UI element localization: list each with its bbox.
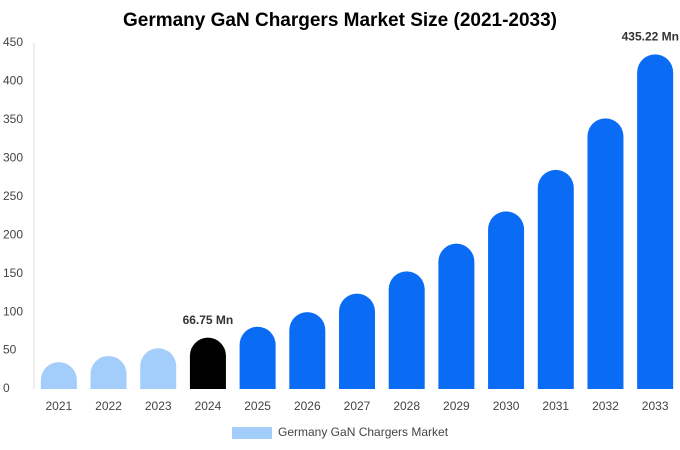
x-tick-label: 2028	[393, 399, 420, 413]
bar	[339, 293, 375, 389]
x-tick-label: 2027	[344, 399, 371, 413]
y-tick-label: 100	[3, 304, 23, 318]
data-label: 435.22 Mn	[622, 30, 679, 44]
bar	[537, 169, 574, 389]
bar	[587, 118, 624, 389]
bar	[289, 312, 326, 389]
x-tick-label: 2026	[294, 399, 321, 413]
y-tick-label: 0	[3, 381, 10, 395]
y-tick-label: 200	[3, 227, 23, 241]
x-tick-label: 2023	[145, 399, 172, 413]
legend-swatch	[232, 427, 272, 439]
y-tick-label: 350	[3, 112, 23, 126]
bar	[488, 211, 525, 389]
x-tick-label: 2030	[493, 399, 520, 413]
x-tick-label: 2033	[642, 399, 669, 413]
bar	[388, 271, 425, 389]
chart-title: Germany GaN Chargers Market Size (2021-2…	[123, 10, 557, 31]
x-tick-label: 2022	[95, 399, 122, 413]
x-tick-label: 2031	[542, 399, 569, 413]
x-tick-label: 2032	[592, 399, 619, 413]
y-tick-label: 450	[3, 35, 23, 49]
y-tick-label: 300	[3, 151, 23, 165]
bar	[140, 348, 177, 389]
x-tick-label: 2029	[443, 399, 470, 413]
x-tick-label: 2025	[244, 399, 271, 413]
x-tick-label: 2024	[195, 399, 222, 413]
x-tick-label: 2021	[45, 399, 72, 413]
bar	[438, 243, 475, 389]
data-label: 66.75 Mn	[183, 313, 234, 327]
y-tick-label: 400	[3, 74, 23, 88]
bar	[40, 362, 77, 389]
y-tick-label: 50	[3, 343, 17, 357]
bar	[637, 54, 674, 389]
bar	[189, 337, 226, 389]
legend-label: Germany GaN Chargers Market	[278, 425, 449, 439]
bar	[239, 326, 276, 389]
y-tick-label: 250	[3, 189, 23, 203]
y-tick-label: 150	[3, 266, 23, 280]
bar	[90, 355, 127, 389]
